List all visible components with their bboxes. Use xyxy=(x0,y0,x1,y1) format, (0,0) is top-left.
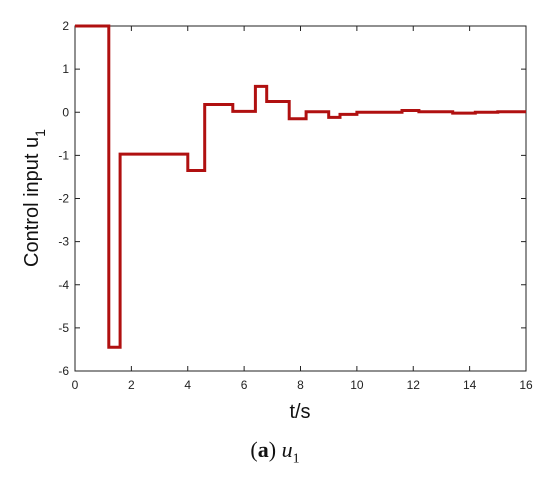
x-tick-label: 4 xyxy=(184,378,191,392)
series-line-u1 xyxy=(75,24,526,349)
y-tick-label: 0 xyxy=(62,105,69,119)
plot-area xyxy=(74,25,527,372)
caption-subscript: 1 xyxy=(292,451,300,467)
y-tick-label: 1 xyxy=(62,62,69,76)
y-tick-label: -1 xyxy=(58,148,69,162)
x-tick-label: 16 xyxy=(519,378,533,392)
x-tick-label: 14 xyxy=(463,378,477,392)
x-tick-label: 0 xyxy=(72,378,79,392)
x-tick-label: 10 xyxy=(350,378,364,392)
y-tick-label: -6 xyxy=(58,364,69,378)
y-tick-label: -4 xyxy=(58,278,69,292)
x-tick-label: 8 xyxy=(297,378,304,392)
y-axis-ticks: 2 1 0 -1 -2 -3 -4 -5 -6 xyxy=(58,19,526,378)
y-tick-label: -2 xyxy=(58,192,69,206)
y-tick-label: -3 xyxy=(58,235,69,249)
x-axis-label: t/s xyxy=(289,401,310,423)
x-tick-label: 6 xyxy=(241,378,248,392)
x-axis-ticks: 0 2 4 6 8 10 12 14 16 xyxy=(72,26,533,392)
y-tick-label: 2 xyxy=(62,19,69,33)
x-tick-label: 12 xyxy=(407,378,421,392)
caption-label: a xyxy=(257,437,269,462)
x-tick-label: 2 xyxy=(128,378,135,392)
caption-symbol: u xyxy=(281,437,293,462)
y-axis-label: Control input u1 xyxy=(21,129,48,267)
chart-figure: 0 2 4 6 8 10 12 14 16 210-1-2-3-4-5-6 t/s Contro… xyxy=(21,19,533,423)
y-tick-label: -5 xyxy=(58,321,69,335)
figure-caption: (a) u1 xyxy=(250,437,300,467)
